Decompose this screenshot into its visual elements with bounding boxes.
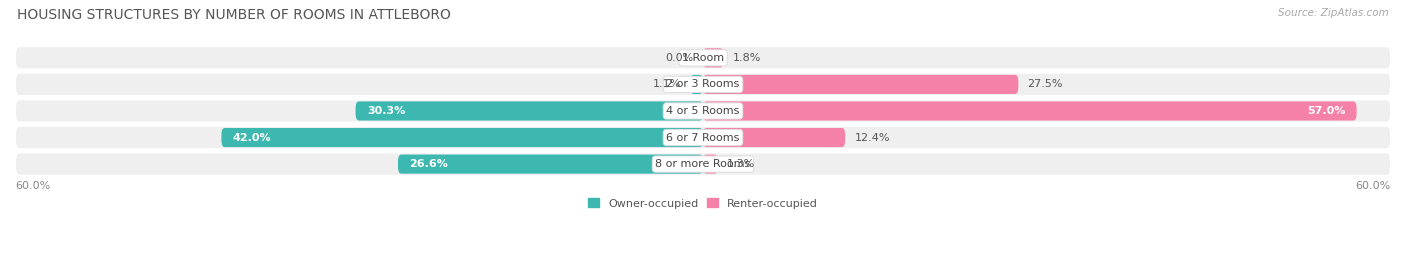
FancyBboxPatch shape bbox=[398, 154, 703, 174]
Text: 30.3%: 30.3% bbox=[367, 106, 405, 116]
FancyBboxPatch shape bbox=[221, 128, 703, 147]
Text: 42.0%: 42.0% bbox=[233, 133, 271, 143]
Text: 6 or 7 Rooms: 6 or 7 Rooms bbox=[666, 133, 740, 143]
Text: 57.0%: 57.0% bbox=[1306, 106, 1346, 116]
Text: 8 or more Rooms: 8 or more Rooms bbox=[655, 159, 751, 169]
FancyBboxPatch shape bbox=[15, 153, 1391, 176]
Text: 0.0%: 0.0% bbox=[665, 53, 693, 63]
Legend: Owner-occupied, Renter-occupied: Owner-occupied, Renter-occupied bbox=[583, 194, 823, 213]
Text: 4 or 5 Rooms: 4 or 5 Rooms bbox=[666, 106, 740, 116]
Text: 12.4%: 12.4% bbox=[855, 133, 890, 143]
Text: 1.3%: 1.3% bbox=[727, 159, 755, 169]
Text: Source: ZipAtlas.com: Source: ZipAtlas.com bbox=[1278, 8, 1389, 18]
Text: 1 Room: 1 Room bbox=[682, 53, 724, 63]
Text: 26.6%: 26.6% bbox=[409, 159, 449, 169]
Text: 1.8%: 1.8% bbox=[733, 53, 761, 63]
FancyBboxPatch shape bbox=[15, 46, 1391, 69]
FancyBboxPatch shape bbox=[356, 101, 703, 121]
FancyBboxPatch shape bbox=[15, 126, 1391, 149]
FancyBboxPatch shape bbox=[15, 73, 1391, 96]
Text: 1.1%: 1.1% bbox=[652, 79, 682, 89]
Text: HOUSING STRUCTURES BY NUMBER OF ROOMS IN ATTLEBORO: HOUSING STRUCTURES BY NUMBER OF ROOMS IN… bbox=[17, 8, 451, 22]
FancyBboxPatch shape bbox=[703, 48, 724, 68]
FancyBboxPatch shape bbox=[703, 75, 1018, 94]
Text: 2 or 3 Rooms: 2 or 3 Rooms bbox=[666, 79, 740, 89]
FancyBboxPatch shape bbox=[703, 128, 845, 147]
Text: 60.0%: 60.0% bbox=[15, 180, 51, 190]
FancyBboxPatch shape bbox=[15, 99, 1391, 123]
Text: 27.5%: 27.5% bbox=[1028, 79, 1063, 89]
Text: 60.0%: 60.0% bbox=[1355, 180, 1391, 190]
FancyBboxPatch shape bbox=[703, 154, 718, 174]
FancyBboxPatch shape bbox=[703, 101, 1357, 121]
FancyBboxPatch shape bbox=[690, 75, 703, 94]
